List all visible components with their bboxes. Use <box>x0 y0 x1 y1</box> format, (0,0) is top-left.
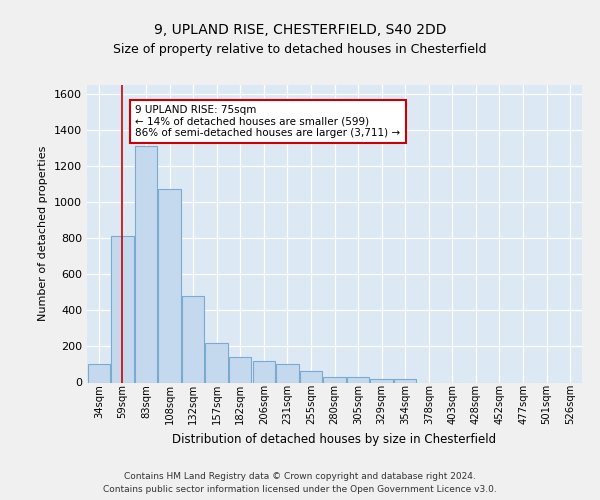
Text: Size of property relative to detached houses in Chesterfield: Size of property relative to detached ho… <box>113 42 487 56</box>
Text: 9 UPLAND RISE: 75sqm
← 14% of detached houses are smaller (599)
86% of semi-deta: 9 UPLAND RISE: 75sqm ← 14% of detached h… <box>136 105 400 138</box>
Bar <box>347 377 369 382</box>
Bar <box>300 371 322 382</box>
Bar <box>88 364 110 382</box>
Bar <box>229 358 251 382</box>
Bar <box>135 146 157 382</box>
Bar <box>205 343 228 382</box>
Bar <box>111 236 134 382</box>
Bar <box>323 377 346 382</box>
Text: Contains public sector information licensed under the Open Government Licence v3: Contains public sector information licen… <box>103 485 497 494</box>
Text: 9, UPLAND RISE, CHESTERFIELD, S40 2DD: 9, UPLAND RISE, CHESTERFIELD, S40 2DD <box>154 22 446 36</box>
Bar <box>182 296 204 382</box>
Y-axis label: Number of detached properties: Number of detached properties <box>38 146 49 322</box>
Bar <box>253 361 275 382</box>
Text: Contains HM Land Registry data © Crown copyright and database right 2024.: Contains HM Land Registry data © Crown c… <box>124 472 476 481</box>
Bar <box>394 379 416 382</box>
Bar <box>370 379 393 382</box>
Bar <box>276 364 299 382</box>
Bar <box>158 188 181 382</box>
X-axis label: Distribution of detached houses by size in Chesterfield: Distribution of detached houses by size … <box>172 432 497 446</box>
